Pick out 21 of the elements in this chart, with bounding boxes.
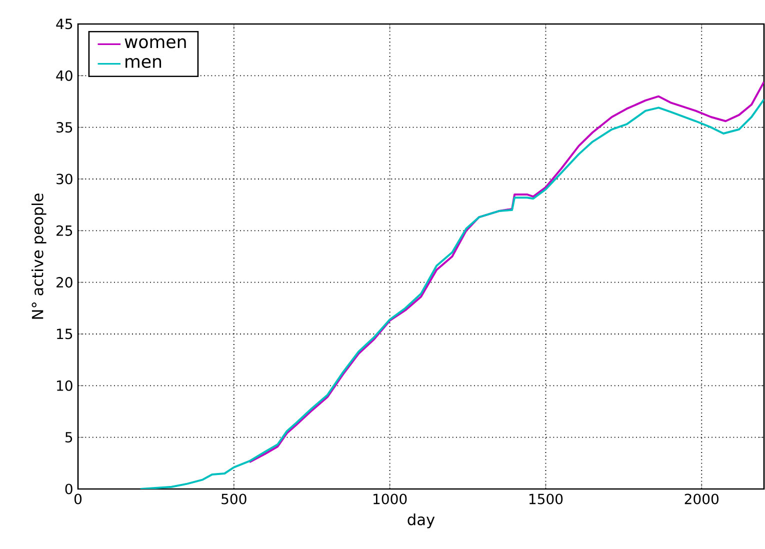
x-tick-label: 1000 xyxy=(374,494,407,504)
y-tick-label: 25 xyxy=(56,225,72,236)
y-tick-label: 30 xyxy=(56,174,72,184)
x-tick-label: 0 xyxy=(74,494,82,504)
y-tick-label: 0 xyxy=(65,484,72,494)
legend-label: men xyxy=(126,58,162,68)
x-tick-label: 1500 xyxy=(529,494,563,504)
legend-label: women xyxy=(124,38,186,48)
y-tick-label: 10 xyxy=(57,380,72,391)
y-tick-label: 5 xyxy=(65,432,72,443)
y-tick-label: 40 xyxy=(56,70,72,81)
y-tick-label: 20 xyxy=(56,277,72,288)
x-tick-label: 2000 xyxy=(684,494,718,504)
y-tick-label: 35 xyxy=(56,122,72,133)
y-tick-label: 45 xyxy=(56,18,72,30)
x-tick-label: 500 xyxy=(222,494,246,504)
x-axis-title: day xyxy=(408,513,435,528)
y-axis-title: N° active people xyxy=(31,194,46,319)
line-series xyxy=(248,80,764,464)
line-series xyxy=(139,98,764,489)
y-tick-label: 15 xyxy=(57,328,72,340)
